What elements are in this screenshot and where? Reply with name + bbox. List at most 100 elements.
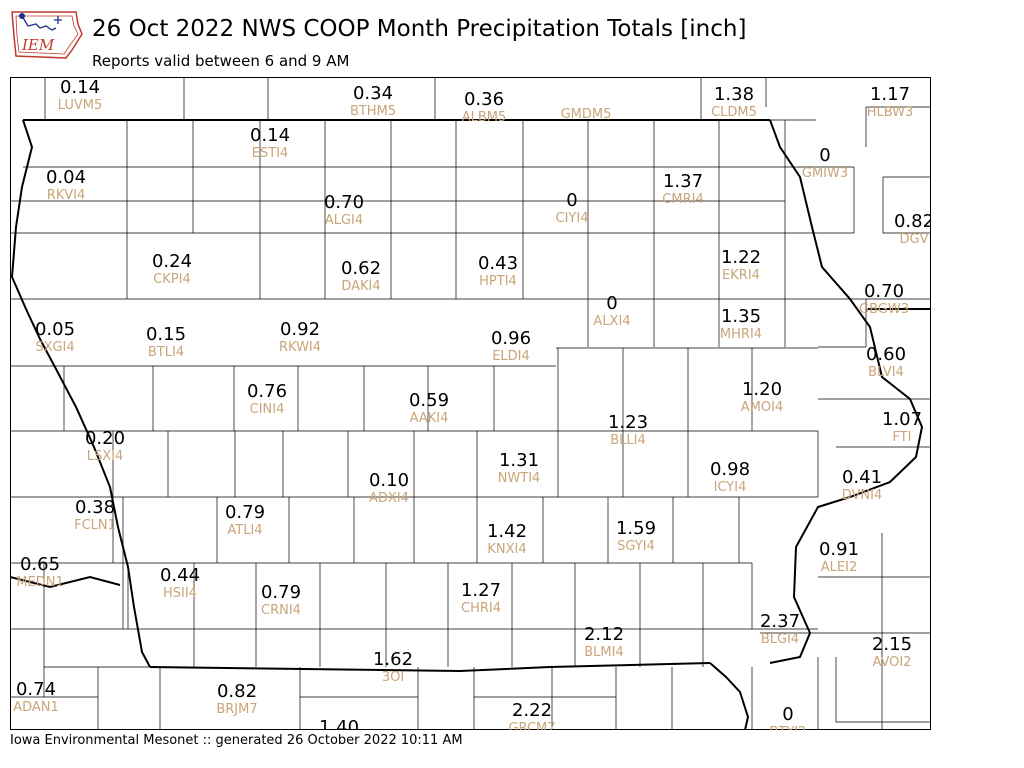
station-id: ALGI4 bbox=[325, 213, 363, 228]
station-value: 1.27 bbox=[461, 580, 501, 601]
station-id: CRNI4 bbox=[261, 603, 301, 618]
station-unlabeled: 1.40 bbox=[319, 717, 359, 730]
station-value: 0.59 bbox=[409, 390, 449, 411]
station-id: CHRI4 bbox=[461, 601, 501, 616]
station-id: SGYI4 bbox=[617, 539, 655, 554]
station-id: DVNI4 bbox=[842, 488, 883, 503]
station-value: 2.15 bbox=[872, 634, 912, 655]
station-value: 0.44 bbox=[160, 565, 200, 586]
station-value: 1.62 bbox=[373, 649, 413, 670]
station-id: ATLI4 bbox=[227, 523, 262, 538]
station-value: 0.60 bbox=[866, 344, 906, 365]
station-id: ALEI2 bbox=[821, 560, 857, 575]
station-id: CIYI4 bbox=[556, 211, 589, 226]
station-id: BLLI4 bbox=[610, 433, 646, 448]
station-value: 1.59 bbox=[616, 518, 656, 539]
station-value: 0.04 bbox=[46, 167, 86, 188]
station-id: FTI bbox=[892, 430, 911, 445]
station-value: 0.24 bbox=[152, 251, 192, 272]
footer-credit: Iowa Environmental Mesonet :: generated … bbox=[10, 733, 463, 748]
page-title: 26 Oct 2022 NWS COOP Month Precipitation… bbox=[92, 16, 747, 42]
station-id: HPTI4 bbox=[479, 274, 517, 289]
station-value: 0.79 bbox=[225, 502, 265, 523]
station-value: 0.79 bbox=[261, 582, 301, 603]
station-value: 1.23 bbox=[608, 412, 648, 433]
station-value: 1.22 bbox=[721, 247, 761, 268]
station-btyi2: 0BTYI2 bbox=[770, 704, 807, 730]
station-value: 0.43 bbox=[478, 253, 518, 274]
station-value: 0.14 bbox=[60, 77, 100, 98]
station-id: BRJM7 bbox=[216, 702, 257, 717]
station-value: 0 bbox=[819, 145, 830, 166]
station-value: 1.20 bbox=[742, 379, 782, 400]
station-id: GBGW3 bbox=[859, 302, 909, 317]
station-value: 0.14 bbox=[250, 125, 290, 146]
station-value: 0.74 bbox=[16, 679, 56, 700]
station-id: ALBM5 bbox=[462, 110, 507, 125]
station-id: FCLN1 bbox=[74, 518, 116, 533]
station-value: 1.42 bbox=[487, 521, 527, 542]
station-id: EKRI4 bbox=[722, 268, 760, 283]
station-id: 3OI bbox=[382, 670, 404, 685]
station-value: 1.31 bbox=[499, 450, 539, 471]
station-id: GMIW3 bbox=[802, 166, 848, 181]
station-id: GRCM7 bbox=[508, 721, 555, 730]
station-value: 0.38 bbox=[75, 497, 115, 518]
station-id: LSXI4 bbox=[87, 449, 124, 464]
station-value: 1.35 bbox=[721, 306, 761, 327]
station-id: ELDI4 bbox=[492, 349, 530, 364]
station-id: ADXI4 bbox=[369, 491, 409, 506]
county-lines bbox=[10, 77, 931, 730]
station-value: 0.41 bbox=[842, 467, 882, 488]
station-value: 0.15 bbox=[146, 324, 186, 345]
station-id: ALXI4 bbox=[593, 314, 630, 329]
station-id: CKPI4 bbox=[153, 272, 191, 287]
station-id: MEDN1 bbox=[16, 575, 63, 590]
station-value: 0.82 bbox=[894, 211, 931, 232]
station-value: 2.12 bbox=[584, 624, 624, 645]
station-id: NWTI4 bbox=[498, 471, 541, 486]
station-id: SXGI4 bbox=[35, 340, 74, 355]
station-id: ADAN1 bbox=[13, 700, 59, 715]
station-id: LUVM5 bbox=[58, 98, 103, 113]
station-value: 0.10 bbox=[369, 470, 409, 491]
station-value: 1.07 bbox=[882, 409, 922, 430]
station-id: BLMI4 bbox=[584, 645, 623, 660]
station-id: BLGI4 bbox=[761, 632, 799, 647]
page-subtitle: Reports valid between 6 and 9 AM bbox=[92, 52, 350, 70]
station-value: 0.76 bbox=[247, 381, 287, 402]
station-id: BTHM5 bbox=[350, 104, 396, 119]
station-id: BTLI4 bbox=[148, 345, 184, 360]
precipitation-map[interactable]: 0.14 LUVM5 0.34 BTHM5 0.36 ALBM5 GMDM5 1.38 CLDM… bbox=[10, 77, 931, 730]
station-id: DAKI4 bbox=[341, 279, 380, 294]
iem-logo: IEM bbox=[10, 6, 84, 60]
station-value: 0.98 bbox=[710, 459, 750, 480]
station-value: 1.40 bbox=[319, 717, 359, 730]
